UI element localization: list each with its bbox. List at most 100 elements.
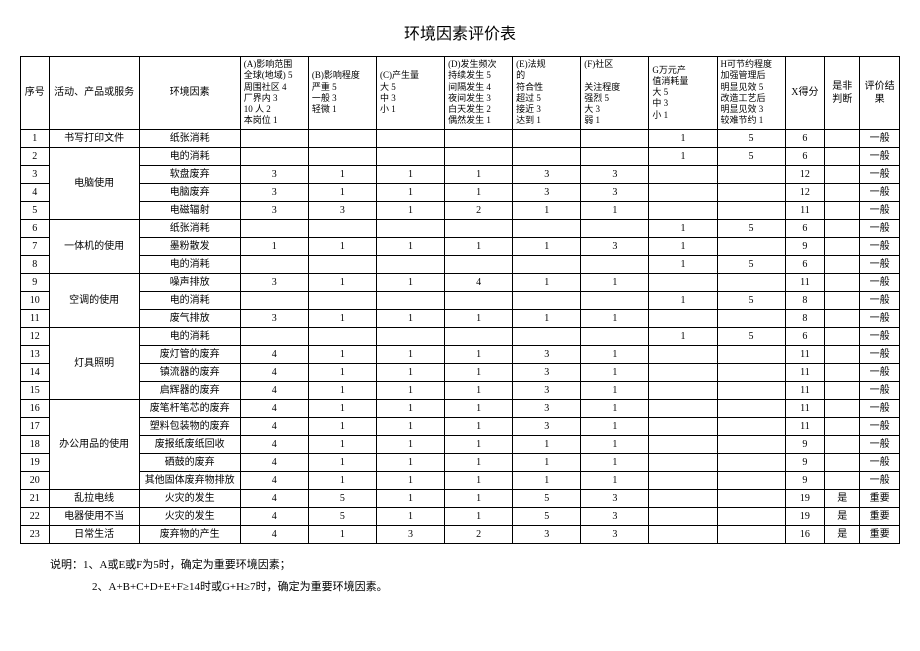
cell-d: 1	[445, 489, 513, 507]
cell-a: 1	[240, 237, 308, 255]
cell-e	[513, 129, 581, 147]
cell-g: 1	[649, 219, 717, 237]
cell-b: 5	[308, 489, 376, 507]
cell-f: 1	[581, 363, 649, 381]
cell-f: 1	[581, 201, 649, 219]
cell-e: 1	[513, 273, 581, 291]
cell-e: 3	[513, 165, 581, 183]
cell-score: 19	[785, 507, 825, 525]
cell-factor: 火灾的发生	[139, 489, 240, 507]
cell-result: 一般	[860, 309, 900, 327]
cell-h	[717, 435, 785, 453]
cell-c: 1	[376, 453, 444, 471]
cell-e	[513, 219, 581, 237]
cell-g: 1	[649, 147, 717, 165]
cell-h	[717, 525, 785, 543]
cell-h: 5	[717, 255, 785, 273]
cell-judge	[825, 381, 860, 399]
cell-b: 1	[308, 345, 376, 363]
cell-factor: 电的消耗	[139, 327, 240, 345]
header-activity: 活动、产品或服务	[49, 57, 139, 130]
cell-a	[240, 129, 308, 147]
cell-a: 4	[240, 345, 308, 363]
cell-g	[649, 363, 717, 381]
cell-a: 3	[240, 183, 308, 201]
table-row: 18废报纸废纸回收4111119一般	[21, 435, 900, 453]
header-col-f: (F)社区 关注程度 强烈 5 大 3 弱 1	[581, 57, 649, 130]
cell-a: 4	[240, 507, 308, 525]
cell-a	[240, 219, 308, 237]
cell-c: 1	[376, 435, 444, 453]
cell-h	[717, 381, 785, 399]
cell-judge	[825, 435, 860, 453]
cell-c	[376, 219, 444, 237]
cell-factor: 废报纸废纸回收	[139, 435, 240, 453]
cell-d: 1	[445, 363, 513, 381]
cell-factor: 其他固体废弃物排放	[139, 471, 240, 489]
cell-factor: 电磁辐射	[139, 201, 240, 219]
cell-factor: 火灾的发生	[139, 507, 240, 525]
cell-b	[308, 327, 376, 345]
cell-score: 11	[785, 273, 825, 291]
cell-c: 1	[376, 183, 444, 201]
cell-g	[649, 453, 717, 471]
cell-seq: 8	[21, 255, 50, 273]
cell-h	[717, 345, 785, 363]
cell-a	[240, 291, 308, 309]
cell-activity: 书写打印文件	[49, 129, 139, 147]
header-result: 评价结 果	[860, 57, 900, 130]
cell-a: 3	[240, 273, 308, 291]
cell-judge: 是	[825, 489, 860, 507]
cell-b	[308, 129, 376, 147]
cell-c: 1	[376, 489, 444, 507]
cell-h	[717, 399, 785, 417]
cell-e: 1	[513, 453, 581, 471]
cell-judge	[825, 201, 860, 219]
cell-f: 1	[581, 417, 649, 435]
cell-b: 3	[308, 201, 376, 219]
cell-judge	[825, 219, 860, 237]
cell-h: 5	[717, 219, 785, 237]
cell-h	[717, 363, 785, 381]
cell-seq: 6	[21, 219, 50, 237]
cell-g	[649, 165, 717, 183]
cell-score: 6	[785, 129, 825, 147]
table-row: 23日常生活废弃物的产生41323316是重要	[21, 525, 900, 543]
cell-d	[445, 219, 513, 237]
cell-d: 2	[445, 201, 513, 219]
cell-seq: 17	[21, 417, 50, 435]
cell-f: 1	[581, 345, 649, 363]
table-row: 16办公用品的使用废笔杆笔芯的废弃41113111一般	[21, 399, 900, 417]
cell-g	[649, 381, 717, 399]
cell-result: 重要	[860, 489, 900, 507]
cell-g	[649, 489, 717, 507]
cell-h	[717, 237, 785, 255]
cell-factor: 噪声排放	[139, 273, 240, 291]
cell-d: 1	[445, 435, 513, 453]
cell-d: 1	[445, 399, 513, 417]
header-row: 序号 活动、产品或服务 环境因素 (A)影响范围 全球(地域) 5 周围社区 4…	[21, 57, 900, 130]
cell-activity: 日常生活	[49, 525, 139, 543]
cell-judge	[825, 399, 860, 417]
cell-d: 1	[445, 183, 513, 201]
cell-a: 4	[240, 453, 308, 471]
cell-judge	[825, 255, 860, 273]
cell-a: 4	[240, 489, 308, 507]
cell-a: 4	[240, 435, 308, 453]
cell-b: 1	[308, 525, 376, 543]
cell-e	[513, 327, 581, 345]
cell-judge	[825, 309, 860, 327]
cell-c	[376, 327, 444, 345]
cell-judge	[825, 345, 860, 363]
cell-a: 4	[240, 399, 308, 417]
cell-d: 4	[445, 273, 513, 291]
cell-c: 1	[376, 201, 444, 219]
cell-e	[513, 147, 581, 165]
cell-f: 3	[581, 165, 649, 183]
cell-f: 3	[581, 237, 649, 255]
table-body: 1书写打印文件纸张消耗156一般2电脑使用电的消耗156一般3软盘废弃31113…	[21, 129, 900, 543]
cell-score: 12	[785, 183, 825, 201]
cell-h: 5	[717, 291, 785, 309]
cell-b: 1	[308, 165, 376, 183]
cell-b: 1	[308, 417, 376, 435]
